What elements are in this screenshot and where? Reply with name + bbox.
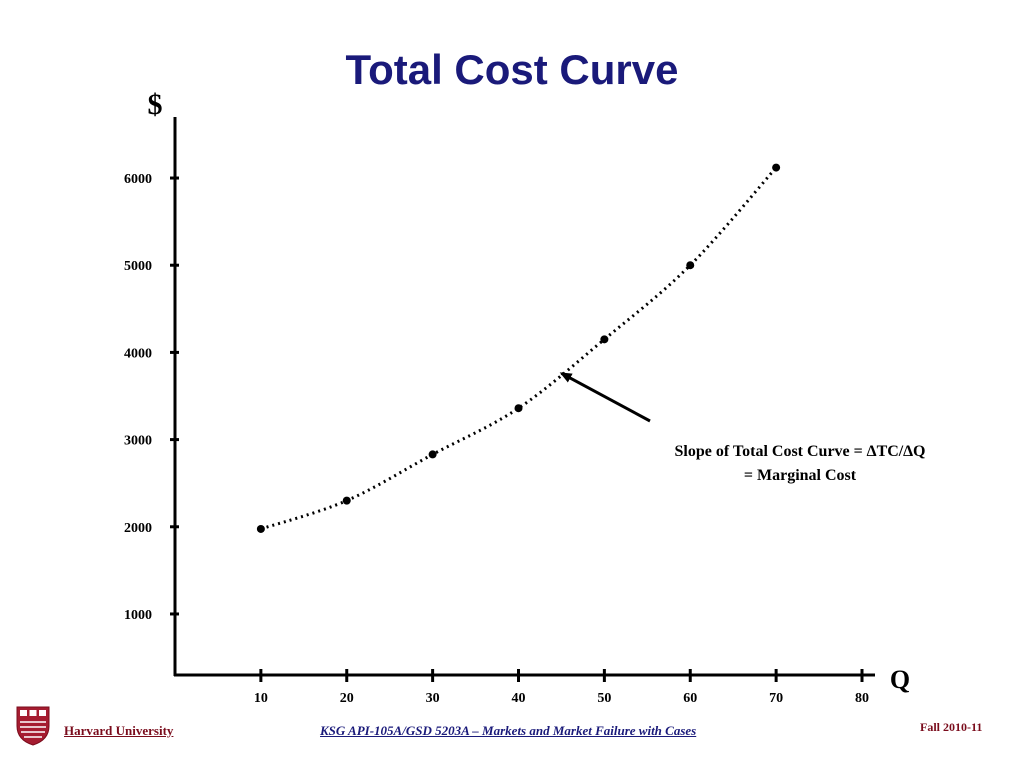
x-axis-label: Q — [890, 665, 910, 694]
x-tick-label: 40 — [512, 691, 526, 706]
x-tick-label: 80 — [855, 691, 869, 706]
y-tick-label: 1000 — [124, 608, 152, 623]
footer-course: KSG API-105A/GSD 5203A – Markets and Mar… — [320, 723, 697, 738]
y-tick-label: 4000 — [124, 346, 152, 361]
data-point — [256, 524, 265, 533]
x-tick-label: 50 — [597, 691, 611, 706]
total-cost-curve — [260, 166, 778, 531]
data-point — [600, 335, 609, 344]
y-tick-label: 2000 — [124, 521, 152, 536]
data-point — [428, 450, 437, 459]
x-tick-label: 10 — [254, 691, 268, 706]
x-tick-label: 70 — [769, 691, 783, 706]
y-tick-label: 6000 — [124, 172, 152, 187]
y-tick-label: 3000 — [124, 434, 152, 449]
y-tick-label: 5000 — [124, 259, 152, 274]
x-tick-label: 60 — [683, 691, 697, 706]
data-point — [772, 163, 781, 172]
annotation-line-2: = Marginal Cost — [744, 467, 857, 484]
footer-term: Fall 2010-11 — [920, 720, 983, 734]
harvard-shield-icon — [16, 706, 50, 746]
footer-institution: Harvard University — [64, 723, 174, 738]
x-tick-label: 30 — [426, 691, 440, 706]
data-point — [514, 404, 523, 413]
annotation-arrow — [559, 372, 651, 423]
annotation-line-1: Slope of Total Cost Curve = ∆TC/∆Q — [675, 443, 926, 460]
data-point — [342, 496, 351, 505]
x-tick-label: 20 — [340, 691, 354, 706]
data-point — [686, 261, 695, 270]
chart-title: Total Cost Curve — [345, 46, 679, 93]
y-axis-label: $ — [148, 88, 163, 121]
